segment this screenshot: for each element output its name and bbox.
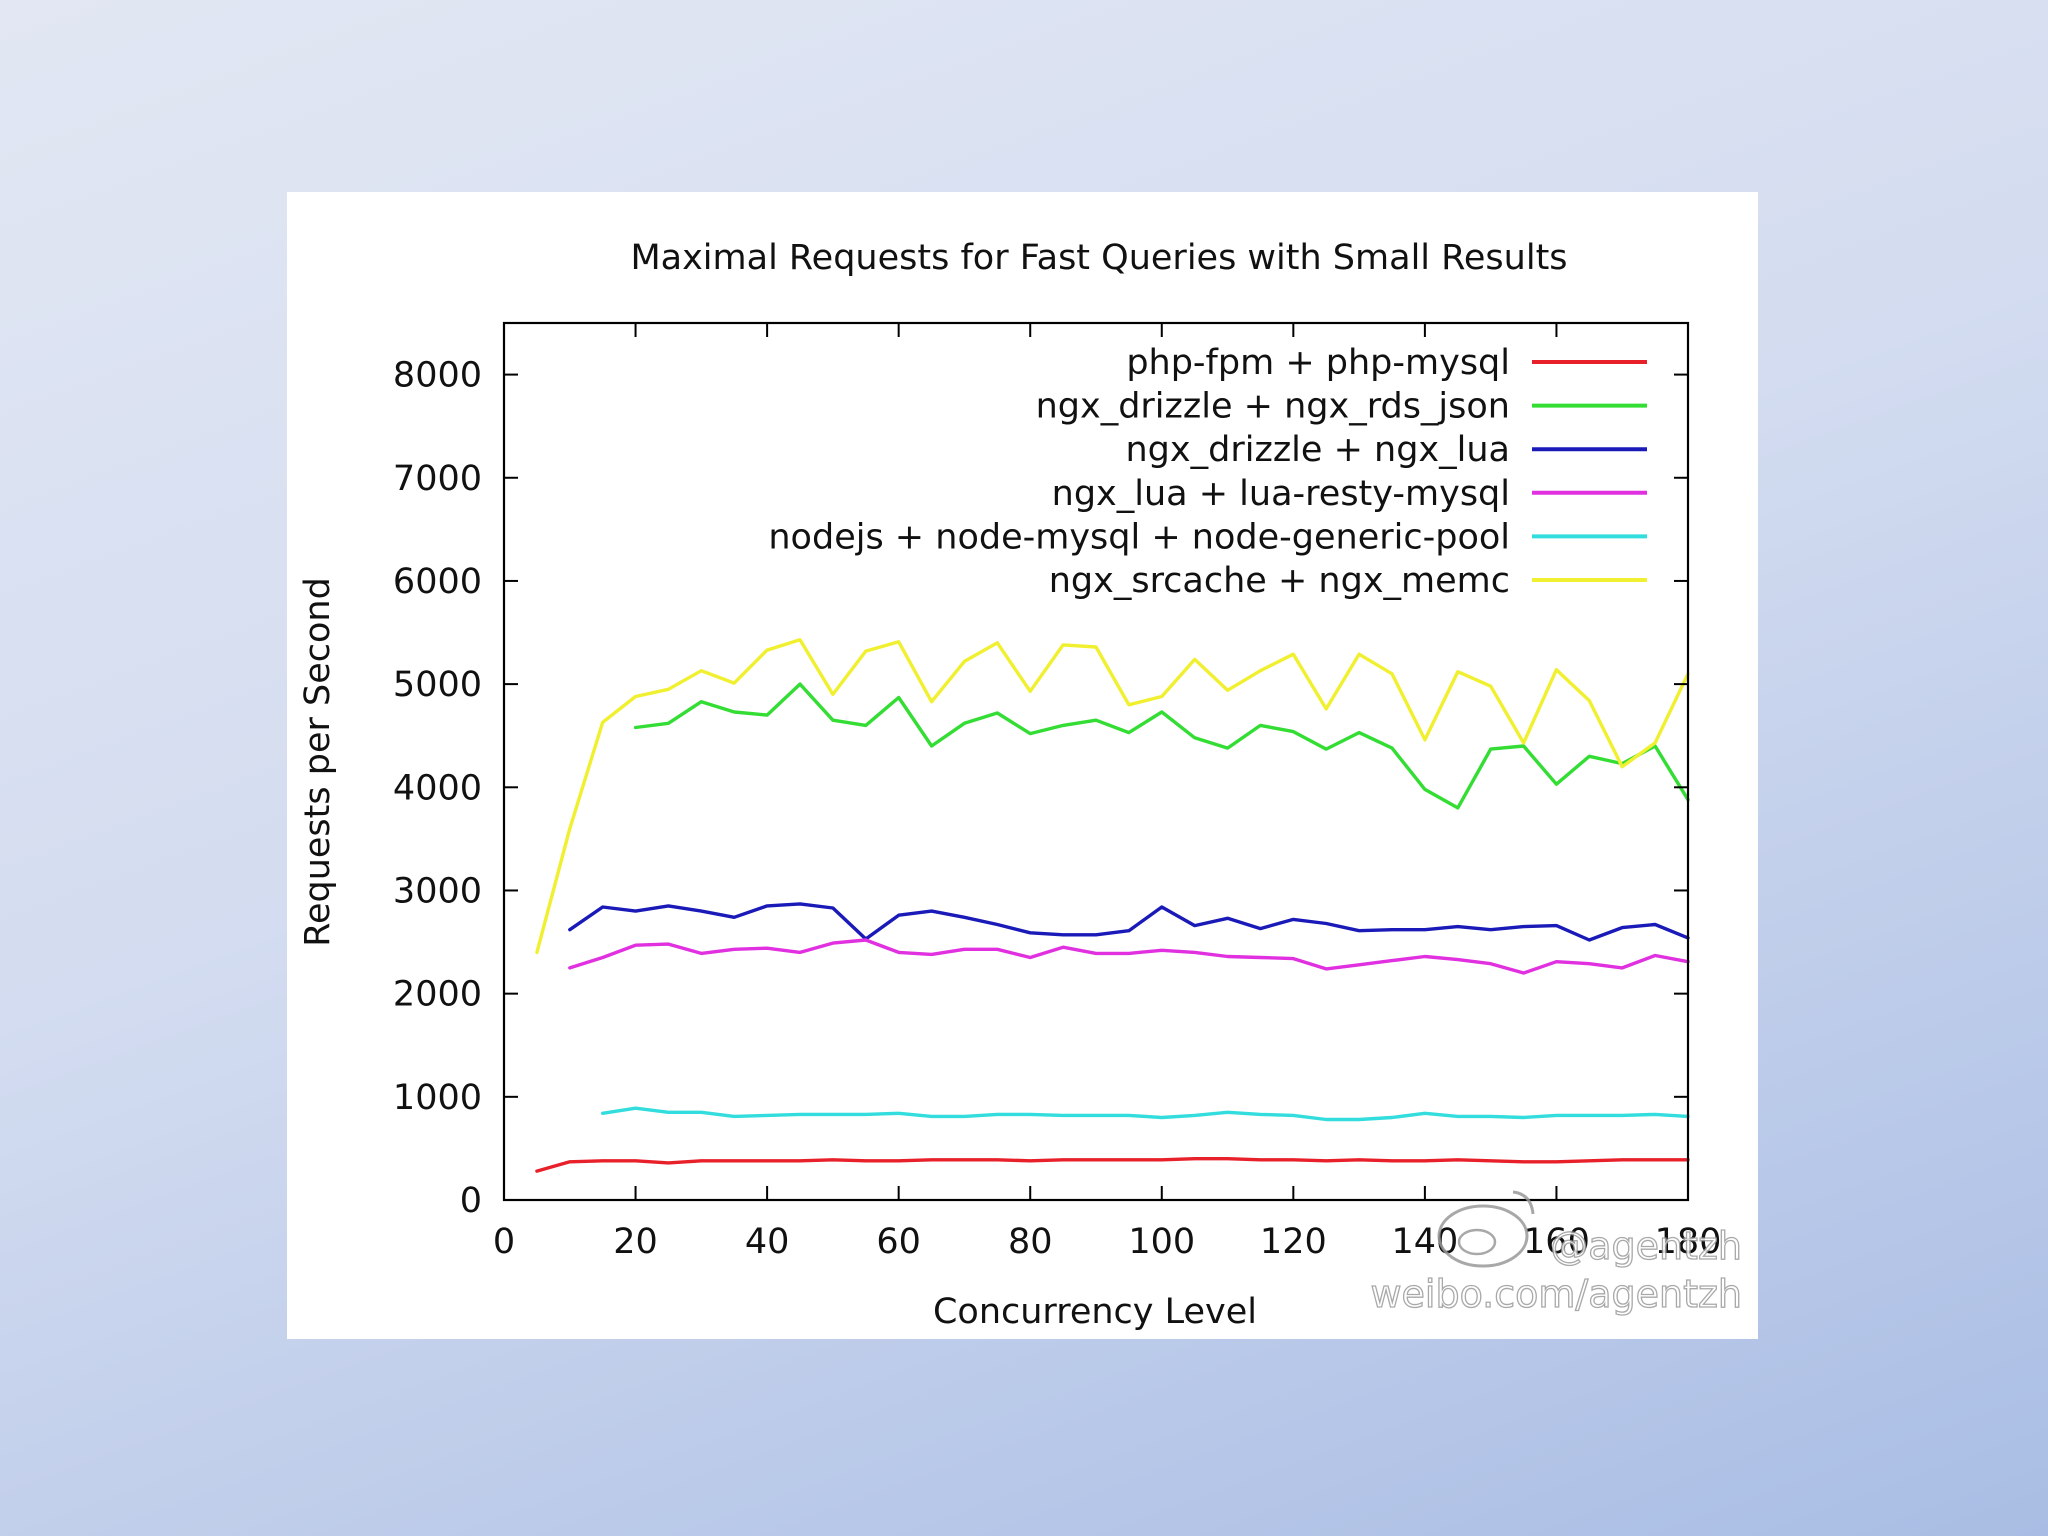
y-tick-label: 5000 <box>393 665 482 705</box>
series-line-6 <box>535 638 1690 955</box>
series-line-1 <box>535 1157 1690 1173</box>
legend-label: php-fpm + php-mysql <box>1126 343 1510 383</box>
y-axis-title: Requests per Second <box>298 577 338 947</box>
series-line-5 <box>601 1106 1690 1122</box>
x-tick-label: 120 <box>1260 1222 1327 1262</box>
y-tick-label: 8000 <box>393 356 482 396</box>
x-tick-label: 0 <box>493 1222 515 1262</box>
weibo-logo-icon <box>1437 1190 1535 1268</box>
y-tick-label: 3000 <box>393 871 482 911</box>
legend-label: ngx_drizzle + ngx_rds_json <box>1036 387 1510 427</box>
legend-label: ngx_srcache + ngx_memc <box>1049 561 1510 601</box>
line-chart: Maximal Requests for Fast Queries with S… <box>298 238 1743 1332</box>
x-axis-title: Concurrency Level <box>933 1292 1257 1332</box>
x-tick-label: 40 <box>745 1222 790 1262</box>
chart-title: Maximal Requests for Fast Queries with S… <box>630 238 1567 278</box>
plot-frame <box>502 321 1690 1202</box>
weibo-watermark: @agentzh weibo.com/agentzh <box>1370 1190 1743 1317</box>
y-tick-label: 1000 <box>393 1078 482 1118</box>
x-tick-label: 100 <box>1128 1222 1195 1262</box>
watermark-handle: @agentzh <box>1550 1224 1742 1268</box>
watermark-site: weibo.com/agentzh <box>1370 1272 1742 1316</box>
x-tick-label: 60 <box>876 1222 921 1262</box>
x-tick-label: 180 <box>1655 1222 1722 1262</box>
x-tick-label: 80 <box>1008 1222 1053 1262</box>
legend-label: ngx_drizzle + ngx_lua <box>1126 430 1511 470</box>
x-tick-label: 160 <box>1523 1222 1590 1262</box>
legend-label: ngx_lua + lua-resty-mysql <box>1052 474 1510 514</box>
y-tick-label: 4000 <box>393 768 482 808</box>
y-tick-label: 2000 <box>393 975 482 1015</box>
series-line-2 <box>633 682 1690 810</box>
y-tick-label: 6000 <box>393 562 482 602</box>
series-layer <box>535 638 1690 1173</box>
y-tick-label: 7000 <box>393 459 482 499</box>
series-line-3 <box>568 902 1690 942</box>
chart-card: Maximal Requests for Fast Queries with S… <box>287 192 1758 1339</box>
x-tick-label: 20 <box>613 1222 658 1262</box>
legend-label: nodejs + node-mysql + node-generic-pool <box>768 517 1510 557</box>
ticks-layer: 0 1000 2000 3000 4000 5000 6000 7000 8000 0 20 40 60… <box>393 323 1721 1262</box>
series-line-4 <box>568 938 1690 975</box>
y-tick-label: 0 <box>460 1181 482 1221</box>
